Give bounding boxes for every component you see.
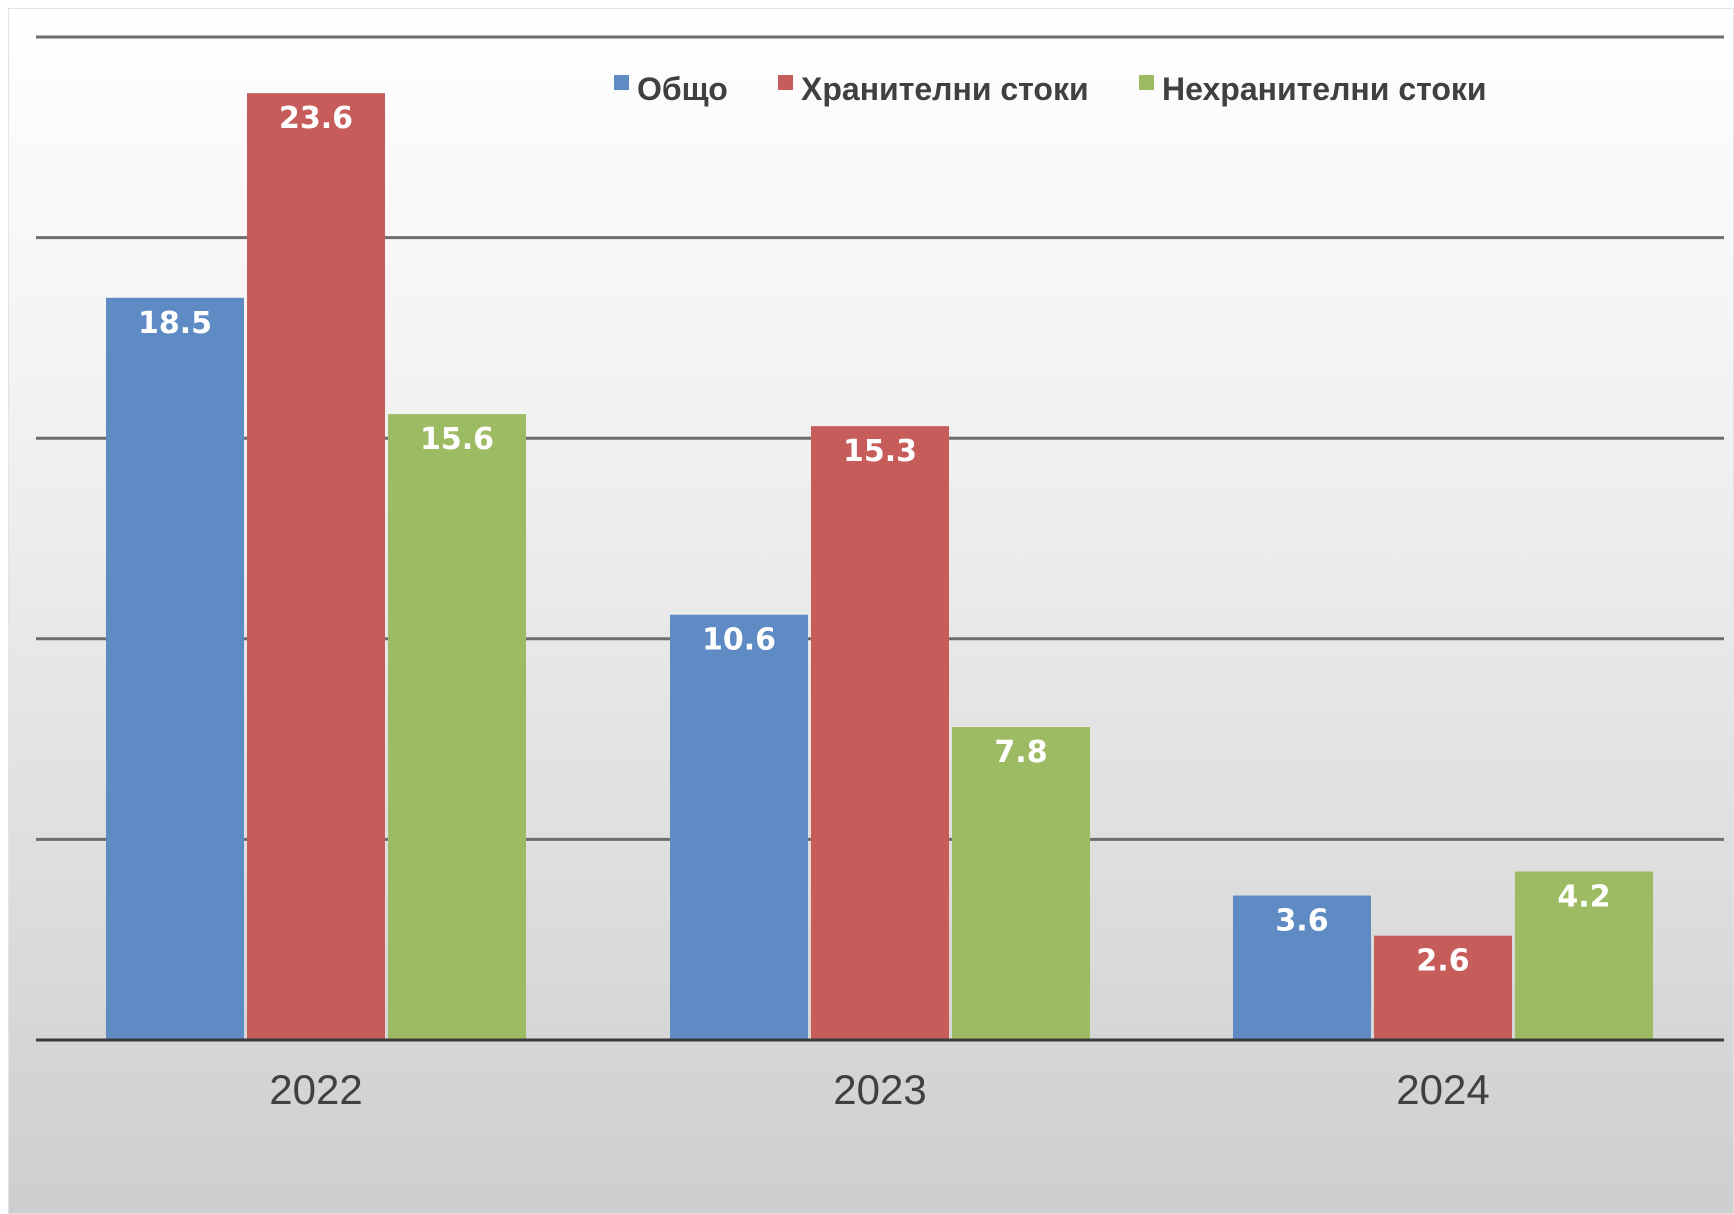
legend-label: Нехранителни стоки <box>1162 71 1487 107</box>
x-tick-labels: 2022 2023 2024 <box>269 1066 1489 1113</box>
data-label: 15.3 <box>843 434 917 469</box>
bar-2023-series-2 <box>811 426 949 1040</box>
legend-swatch <box>1139 75 1154 90</box>
bar-2023-series-3 <box>952 727 1090 1040</box>
legend: Общо Хранителни стоки Нехранителни стоки <box>614 71 1487 107</box>
bar-2024-series-3 <box>1515 871 1653 1040</box>
legend-swatch <box>614 75 629 90</box>
x-tick-label: 2022 <box>269 1066 362 1113</box>
bar-2024-series-1 <box>1233 895 1371 1040</box>
bar-2022-series-3 <box>388 414 526 1040</box>
bar-2023-series-1 <box>670 614 808 1040</box>
legend-label: Общо <box>637 71 728 107</box>
x-tick-label: 2024 <box>1396 1066 1489 1113</box>
data-label: 7.8 <box>994 735 1047 770</box>
data-label: 10.6 <box>702 623 776 658</box>
bar-2022-series-1 <box>106 297 244 1040</box>
data-label: 23.6 <box>279 101 353 136</box>
data-label: 3.6 <box>1275 904 1328 939</box>
bars <box>106 93 1653 1041</box>
x-tick-label: 2023 <box>833 1066 926 1113</box>
data-label: 15.6 <box>420 422 494 457</box>
bar-2022-series-2 <box>247 93 385 1041</box>
data-label: 2.6 <box>1416 944 1469 979</box>
legend-label: Хранителни стоки <box>801 71 1089 107</box>
data-label: 4.2 <box>1557 879 1610 914</box>
data-label: 18.5 <box>138 306 212 341</box>
data-labels: 18.5 23.6 15.6 10.6 15.3 7.8 3.6 2.6 4.2 <box>138 101 1611 979</box>
legend-swatch <box>778 75 793 90</box>
bar-2024-series-2 <box>1374 935 1512 1040</box>
